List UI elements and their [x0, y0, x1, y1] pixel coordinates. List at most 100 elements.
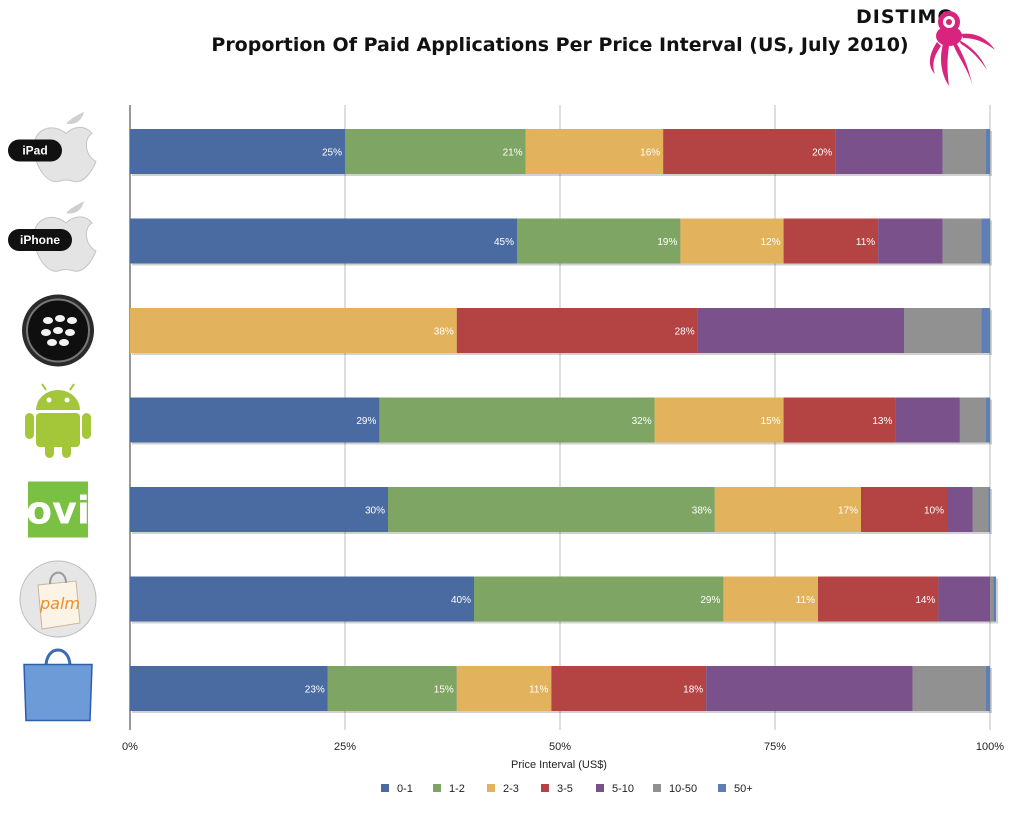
bar-segment	[904, 308, 982, 353]
data-label: 11%	[529, 685, 548, 696]
data-label: 10%	[924, 506, 944, 517]
legend-label: 5-10	[612, 783, 634, 795]
distimo-octopus-logo	[929, 11, 995, 88]
x-axis-label: Price Interval (US$)	[511, 759, 607, 771]
bar-segment	[663, 129, 836, 174]
data-label: 18%	[683, 685, 703, 696]
bar-segment	[783, 397, 896, 443]
data-label: 16%	[640, 148, 660, 159]
legend-label: 1-2	[449, 783, 465, 795]
legend-swatch	[487, 784, 495, 792]
data-label: 21%	[503, 148, 523, 159]
legend-swatch	[433, 784, 441, 792]
bar-segment	[379, 397, 655, 443]
bar-segment	[878, 218, 943, 264]
data-label: 29%	[356, 416, 376, 427]
bar-segment	[130, 308, 457, 353]
data-label: 45%	[494, 237, 514, 248]
bar-segment	[818, 576, 939, 622]
bar-segment	[942, 218, 982, 264]
x-tick-label: 25%	[334, 741, 356, 753]
bar-segment	[981, 308, 990, 353]
bar-segment	[985, 666, 990, 711]
bar-segment	[456, 666, 552, 711]
bar-segment	[972, 487, 989, 532]
bar-segment	[714, 487, 861, 532]
data-label: 32%	[632, 416, 652, 427]
bar-segment	[981, 218, 990, 264]
data-label: 14%	[915, 595, 935, 606]
android-icon	[25, 383, 91, 458]
legend-label: 2-3	[503, 783, 519, 795]
bar-segment	[783, 218, 879, 264]
data-label: 20%	[812, 148, 832, 159]
platform-label: iPhone	[20, 233, 60, 247]
bar-segment	[130, 397, 380, 443]
data-label: 13%	[872, 416, 892, 427]
platform-label: iPad	[22, 144, 47, 158]
legend: 0-1 1-2 2-3 3-5 5-10 10-50 50+	[381, 783, 753, 795]
bar-segment	[697, 308, 904, 353]
bar-segment	[474, 576, 724, 622]
chart-title: Proportion Of Paid Applications Per Pric…	[211, 34, 909, 56]
bar-segment	[706, 666, 913, 711]
data-labels: 25% 21% 16% 20% 45% 19% 12% 11% 38% 28% 29% 32% 15% 1…	[305, 148, 944, 696]
bar-segment	[993, 576, 997, 622]
legend-swatch	[541, 784, 549, 792]
apple-icon: iPhone	[8, 201, 97, 272]
data-label: 12%	[761, 237, 781, 248]
bar-segment	[551, 666, 707, 711]
platform-icons: iPad iPhone ovi palm	[8, 111, 97, 722]
legend-swatch	[718, 784, 726, 792]
bar-segment	[947, 487, 973, 532]
data-label: 15%	[434, 685, 454, 696]
bar-segment	[345, 129, 526, 174]
bar-segment	[985, 129, 990, 174]
data-label: 38%	[692, 506, 712, 517]
blackberry-icon	[22, 294, 94, 367]
bar-segment	[895, 397, 960, 443]
bar-segment	[130, 487, 388, 532]
legend-swatch	[381, 784, 389, 792]
data-label: 38%	[434, 327, 454, 338]
bar-segment	[938, 576, 990, 622]
ovi-icon: ovi	[26, 481, 90, 538]
apple-icon: iPad	[8, 111, 97, 183]
bar-segment	[985, 397, 990, 443]
bar-segment	[988, 487, 990, 532]
bar-segment	[861, 487, 947, 532]
brand-name: DISTIMO	[856, 6, 955, 28]
bar-segment	[942, 129, 986, 174]
legend-swatch	[596, 784, 604, 792]
x-tick-label: 75%	[764, 741, 786, 753]
bar-segment	[327, 666, 457, 711]
x-tick-label: 0%	[122, 741, 138, 753]
data-label: 30%	[365, 506, 385, 517]
legend-label: 50+	[734, 783, 753, 795]
bar-segment	[456, 308, 698, 353]
data-label: 28%	[675, 327, 695, 338]
data-label: 19%	[657, 237, 677, 248]
data-label: 11%	[856, 237, 875, 248]
legend-label: 0-1	[397, 783, 413, 795]
data-label: 23%	[305, 685, 325, 696]
data-label: 15%	[761, 416, 781, 427]
bar-segment	[723, 576, 818, 622]
bar-segment	[680, 218, 784, 264]
bar-segment	[525, 129, 664, 174]
bar-segment	[654, 397, 784, 443]
x-axis-ticks: 0% 25% 50% 75% 100%	[122, 741, 1004, 753]
bar-segment	[517, 218, 681, 264]
windows-marketplace-icon	[23, 648, 93, 722]
svg-text:ovi: ovi	[26, 489, 90, 533]
bar-segment	[130, 129, 345, 174]
bar-segment	[130, 218, 517, 264]
bar-segment	[835, 129, 943, 174]
palm-icon: palm	[19, 560, 97, 638]
data-label: 25%	[322, 148, 342, 159]
bars	[130, 129, 999, 713]
bar-segment	[388, 487, 715, 532]
x-tick-label: 50%	[549, 741, 571, 753]
bar-segment	[959, 397, 986, 443]
